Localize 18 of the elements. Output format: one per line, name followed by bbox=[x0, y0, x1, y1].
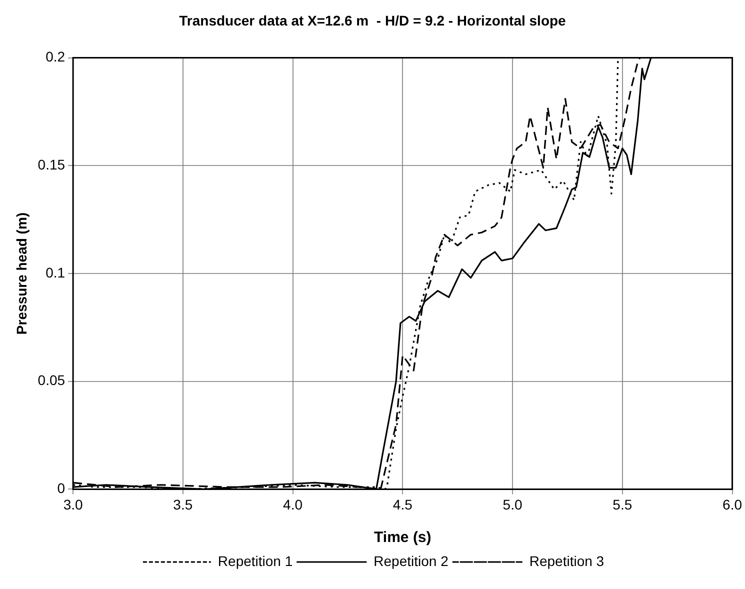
x-tick-label: 5.0 bbox=[502, 496, 522, 512]
y-tick-label: 0.15 bbox=[38, 156, 66, 173]
legend-label: Repetition 3 bbox=[529, 552, 604, 569]
x-tick-label: 5.5 bbox=[612, 496, 632, 512]
y-axis-title: Pressure head (m) bbox=[13, 212, 30, 335]
x-tick-label: 4.0 bbox=[283, 496, 303, 512]
x-axis-title: Time (s) bbox=[374, 529, 432, 546]
y-tick-label: 0.2 bbox=[46, 48, 66, 65]
x-tick-label: 3.0 bbox=[63, 496, 83, 512]
x-tick-label: 6.0 bbox=[722, 496, 742, 512]
y-tick-label: 0.1 bbox=[46, 264, 66, 280]
x-tick-label: 3.5 bbox=[173, 496, 193, 512]
legend-label: Repetition 1 bbox=[218, 552, 293, 569]
legend-label: Repetition 2 bbox=[374, 552, 449, 569]
chart-title: Transducer data at X=12.6 m - H/D = 9.2 - Horizontal slope bbox=[179, 12, 566, 28]
y-tick-label: 0.05 bbox=[38, 372, 66, 388]
x-tick-label: 4.5 bbox=[392, 496, 413, 512]
y-tick-label: 0 bbox=[57, 480, 66, 496]
